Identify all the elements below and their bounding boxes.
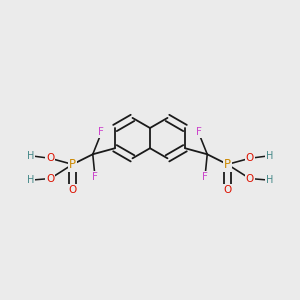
Text: P: P [69,158,76,171]
Text: P: P [224,158,231,171]
Text: F: F [202,172,208,182]
Text: O: O [46,153,54,163]
Text: O: O [246,173,254,184]
Text: H: H [27,175,34,185]
Text: F: F [196,127,202,137]
Text: H: H [266,175,273,185]
Text: H: H [266,151,273,161]
Text: F: F [98,127,104,137]
Text: O: O [246,153,254,163]
Text: O: O [46,173,54,184]
Text: F: F [92,172,98,182]
Text: H: H [27,151,34,161]
Text: O: O [68,184,77,195]
Text: O: O [223,184,232,195]
